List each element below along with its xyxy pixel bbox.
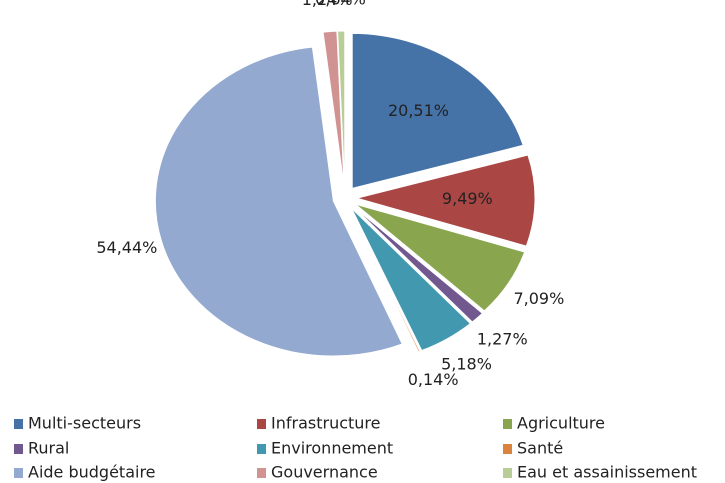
- pie-slice: [354, 203, 526, 312]
- pie-slice: [154, 46, 403, 357]
- legend-label: Santé: [517, 439, 563, 458]
- legend-swatch: [257, 444, 266, 454]
- pie-slice: [355, 154, 536, 247]
- data-label: 9,49%: [442, 189, 493, 208]
- legend-swatch: [257, 468, 266, 478]
- pie-slice: [349, 208, 421, 353]
- legend-label: Agriculture: [517, 414, 605, 433]
- data-label: 20,51%: [388, 101, 449, 120]
- legend-label: Rural: [28, 439, 69, 458]
- pie-slice: [353, 206, 484, 323]
- legend-swatch: [503, 468, 512, 478]
- data-label: 54,44%: [96, 238, 157, 257]
- legend-swatch: [503, 444, 512, 454]
- data-label: 5,18%: [441, 354, 492, 373]
- pie-slice: [322, 30, 345, 187]
- legend-swatch: [14, 468, 23, 478]
- data-label: 1,24%: [302, 0, 353, 9]
- legend-swatch: [257, 419, 266, 429]
- legend-swatch: [14, 444, 23, 454]
- pie-slice: [337, 30, 346, 187]
- legend-label: Eau et assainissement: [517, 463, 697, 482]
- legend-label: Multi-secteurs: [28, 414, 141, 433]
- legend-label: Gouvernance: [271, 463, 378, 482]
- legend-swatch: [503, 419, 512, 429]
- data-label: 0,64%: [315, 0, 366, 9]
- legend-label: Aide budgétaire: [28, 463, 156, 482]
- legend-swatch: [14, 419, 23, 429]
- pie-slice: [351, 207, 472, 352]
- legend-label: Infrastructure: [271, 414, 380, 433]
- data-label: 1,27%: [477, 329, 528, 348]
- legend-label: Environnement: [271, 439, 393, 458]
- pie-slice: [351, 32, 524, 190]
- data-label: 0,14%: [408, 370, 459, 389]
- data-label: 7,09%: [513, 289, 564, 308]
